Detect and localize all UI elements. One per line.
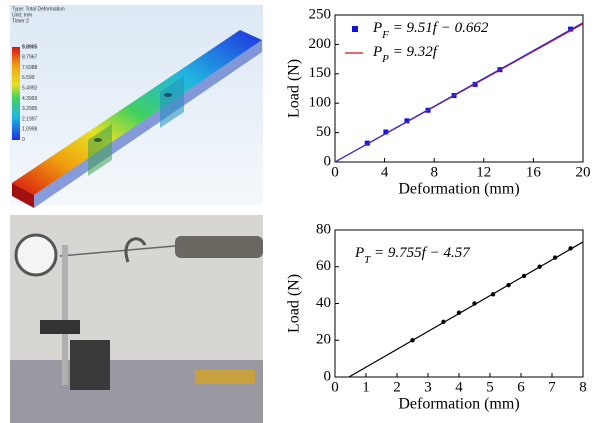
x-tick-label: 5: [486, 379, 494, 395]
legend-label: PP = 9.32f: [372, 44, 439, 64]
x-axis-label: Deformation (mm): [398, 181, 519, 198]
y-tick-label: 40: [316, 295, 331, 311]
color-scale-label: 5.4992: [22, 86, 38, 92]
y-tick-label: 60: [316, 258, 331, 274]
color-scale-label: 2.1997: [22, 116, 38, 122]
y-tick-label: 0: [324, 153, 332, 169]
base-block: [70, 340, 110, 390]
x-tick-label: 1: [362, 379, 370, 395]
y-tick-label: 250: [309, 6, 332, 22]
color-scale: [12, 47, 20, 140]
figure: Type: Total DeformationUnit: mmTimer 29.…: [0, 0, 597, 423]
beam-hole: [94, 138, 102, 142]
color-scale-label: 6.599: [22, 75, 35, 81]
y-axis-label: Load (N): [286, 274, 303, 333]
x-tick-label: 4: [455, 379, 463, 395]
photo-panel: [10, 215, 263, 423]
y-tick-label: 50: [316, 124, 331, 140]
x-tick-label: 20: [576, 164, 591, 180]
color-scale-label: 7.6988: [22, 65, 38, 71]
x-tick-label: 0: [331, 379, 339, 395]
x-tick-label: 6: [517, 379, 525, 395]
y-tick-label: 80: [316, 221, 331, 237]
x-tick-label: 2: [393, 379, 401, 395]
color-scale-label: 0: [22, 137, 25, 143]
legend-label: PF = 9.51f − 0.662: [372, 20, 489, 40]
x-tick-label: 7: [548, 379, 556, 395]
x-tick-label: 16: [526, 164, 542, 180]
y-tick-label: 20: [316, 332, 331, 348]
x-tick-label: 4: [381, 164, 389, 180]
clamp: [40, 320, 80, 334]
color-scale-label: 4.3993: [22, 96, 38, 102]
annotation: PT = 9.755f − 4.57: [354, 245, 471, 265]
y-tick-label: 200: [309, 36, 332, 52]
color-scale-label: 8.7967: [22, 55, 38, 61]
y-tick-label: 150: [309, 65, 332, 81]
y-tick-label: 0: [324, 368, 332, 384]
dial-gauge: [16, 235, 56, 275]
y-tick-label: 100: [309, 95, 332, 111]
x-tick-label: 3: [424, 379, 432, 395]
legend-symbol: [352, 26, 358, 32]
plot-frame: [335, 15, 583, 162]
color-scale-label: 1.0998: [22, 127, 38, 133]
x-tick-label: 0: [331, 164, 339, 180]
beam-hole: [164, 93, 172, 97]
force-gauge: [175, 236, 263, 258]
fit-line: [349, 242, 583, 377]
simulation-info: Timer 2: [12, 18, 29, 24]
x-axis-label: Deformation (mm): [398, 396, 519, 413]
tool: [195, 370, 255, 384]
bench: [10, 360, 263, 423]
color-scale-label: 3.2995: [22, 106, 38, 112]
y-axis-label: Load (N): [286, 59, 303, 118]
color-scale-label: 9.8905: [22, 44, 38, 50]
stand-rod: [62, 245, 68, 385]
x-tick-label: 12: [476, 164, 491, 180]
x-tick-label: 8: [430, 164, 438, 180]
x-tick-label: 8: [579, 379, 587, 395]
